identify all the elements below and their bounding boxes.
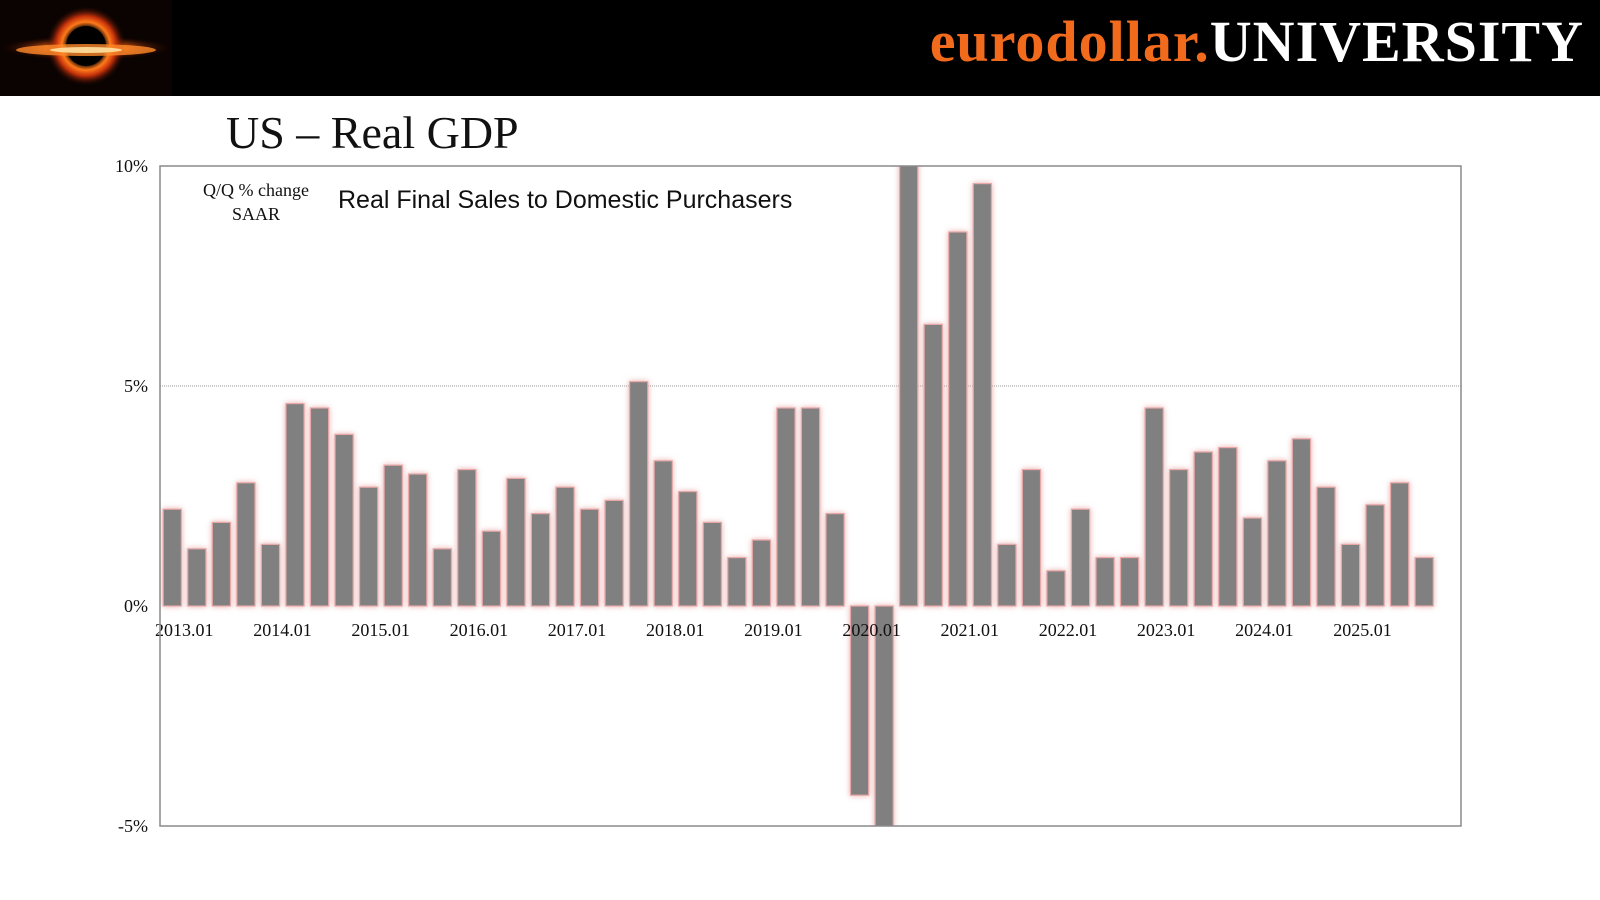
- bar-2019.03: [800, 407, 821, 607]
- x-tick-label: 2022.01: [1039, 620, 1098, 640]
- bar-2018.03: [702, 521, 722, 607]
- x-tick-label: 2025.01: [1333, 620, 1392, 640]
- bar-2021.03: [997, 543, 1017, 607]
- bar-2021.01: [948, 231, 968, 607]
- plot-frame: [159, 165, 1462, 827]
- slide-title: US – Real GDP: [226, 107, 519, 158]
- bar-2015.02: [383, 464, 403, 607]
- bar-2013.01: [162, 508, 182, 607]
- x-tick-label: 2021.01: [941, 620, 1000, 640]
- bar-2024.03: [1291, 438, 1312, 607]
- bar-2014.04: [334, 433, 354, 607]
- x-tick-label: 2020.01: [842, 620, 901, 640]
- bar-2017.02: [579, 508, 600, 607]
- y-tick-label: 5%: [124, 376, 148, 396]
- x-tick-label: 2013.01: [155, 620, 214, 640]
- bar-2018.02: [678, 491, 698, 607]
- bar-2024.02: [1267, 460, 1287, 607]
- bar-2013.04: [236, 482, 256, 607]
- bar-2013.02: [187, 548, 207, 607]
- bar-2023.03: [1193, 451, 1213, 607]
- bar-2014.02: [285, 403, 305, 607]
- bar-2025.01: [1340, 543, 1361, 607]
- x-tick-label: 2018.01: [646, 620, 705, 640]
- units-note-line-2: SAAR: [231, 204, 280, 224]
- bar-2024.01: [1242, 517, 1263, 607]
- x-tick-label: 2014.01: [253, 620, 312, 640]
- brand-part-university: UNIVERSITY: [1209, 9, 1584, 74]
- bar-2017.01: [555, 486, 575, 607]
- bar-2020.04: [923, 323, 943, 607]
- bar-2025.04: [1414, 556, 1434, 607]
- units-note-line-1: Q/Q % change: [203, 180, 309, 200]
- units-note: Q/Q % change SAAR: [192, 178, 320, 226]
- bar-2019.04: [825, 512, 845, 607]
- bar-2025.03: [1389, 482, 1410, 607]
- bar-2016.03: [506, 477, 526, 607]
- bar-2017.03: [604, 499, 624, 607]
- bar-2018.04: [727, 556, 747, 607]
- x-tick-label: 2019.01: [744, 620, 803, 640]
- x-tick-label: 2023.01: [1137, 620, 1196, 640]
- bar-2023.01: [1144, 407, 1164, 607]
- bar-2021.02: [972, 183, 993, 607]
- bar-2014.03: [309, 407, 330, 607]
- y-tick-label: 10%: [115, 156, 148, 176]
- x-tick-label: 2016.01: [450, 620, 509, 640]
- bar-2020.03: [899, 166, 919, 607]
- bar-2018.01: [653, 460, 673, 607]
- bar-2025.02: [1365, 504, 1385, 607]
- x-tick-label: 2015.01: [351, 620, 410, 640]
- bar-2014.01: [260, 543, 281, 607]
- bar-2022.04: [1119, 556, 1140, 607]
- bar-2015.04: [432, 548, 452, 607]
- bar-2019.02: [776, 407, 796, 607]
- brand-wordmark: eurodollar.UNIVERSITY: [930, 8, 1584, 75]
- bar-2019.01: [751, 539, 772, 607]
- header-banner: eurodollar.UNIVERSITY: [0, 0, 1600, 96]
- bar-2021.04: [1021, 469, 1042, 607]
- y-tick-label: 0%: [124, 596, 148, 616]
- bar-2017.04: [628, 381, 649, 607]
- bar-2016.04: [530, 512, 551, 607]
- bar-2023.04: [1218, 447, 1238, 607]
- bar-2022.03: [1095, 556, 1115, 607]
- black-hole-ring-logo-icon: [0, 0, 172, 96]
- bar-2022.01: [1046, 570, 1066, 607]
- bar-2022.02: [1070, 508, 1091, 607]
- bar-2013.03: [211, 521, 232, 607]
- bar-2015.03: [408, 473, 428, 607]
- bar-2024.04: [1316, 486, 1336, 607]
- y-tick-label: -5%: [118, 816, 148, 836]
- x-tick-label: 2024.01: [1235, 620, 1294, 640]
- x-tick-label: 2017.01: [548, 620, 607, 640]
- bar-2023.02: [1169, 469, 1189, 607]
- bar-2015.01: [358, 486, 379, 607]
- series-title: Real Final Sales to Domestic Purchasers: [338, 186, 793, 214]
- brand-part-eurodollar: eurodollar.: [929, 9, 1210, 74]
- bar-2016.02: [481, 530, 502, 607]
- bar-2016.01: [457, 469, 477, 607]
